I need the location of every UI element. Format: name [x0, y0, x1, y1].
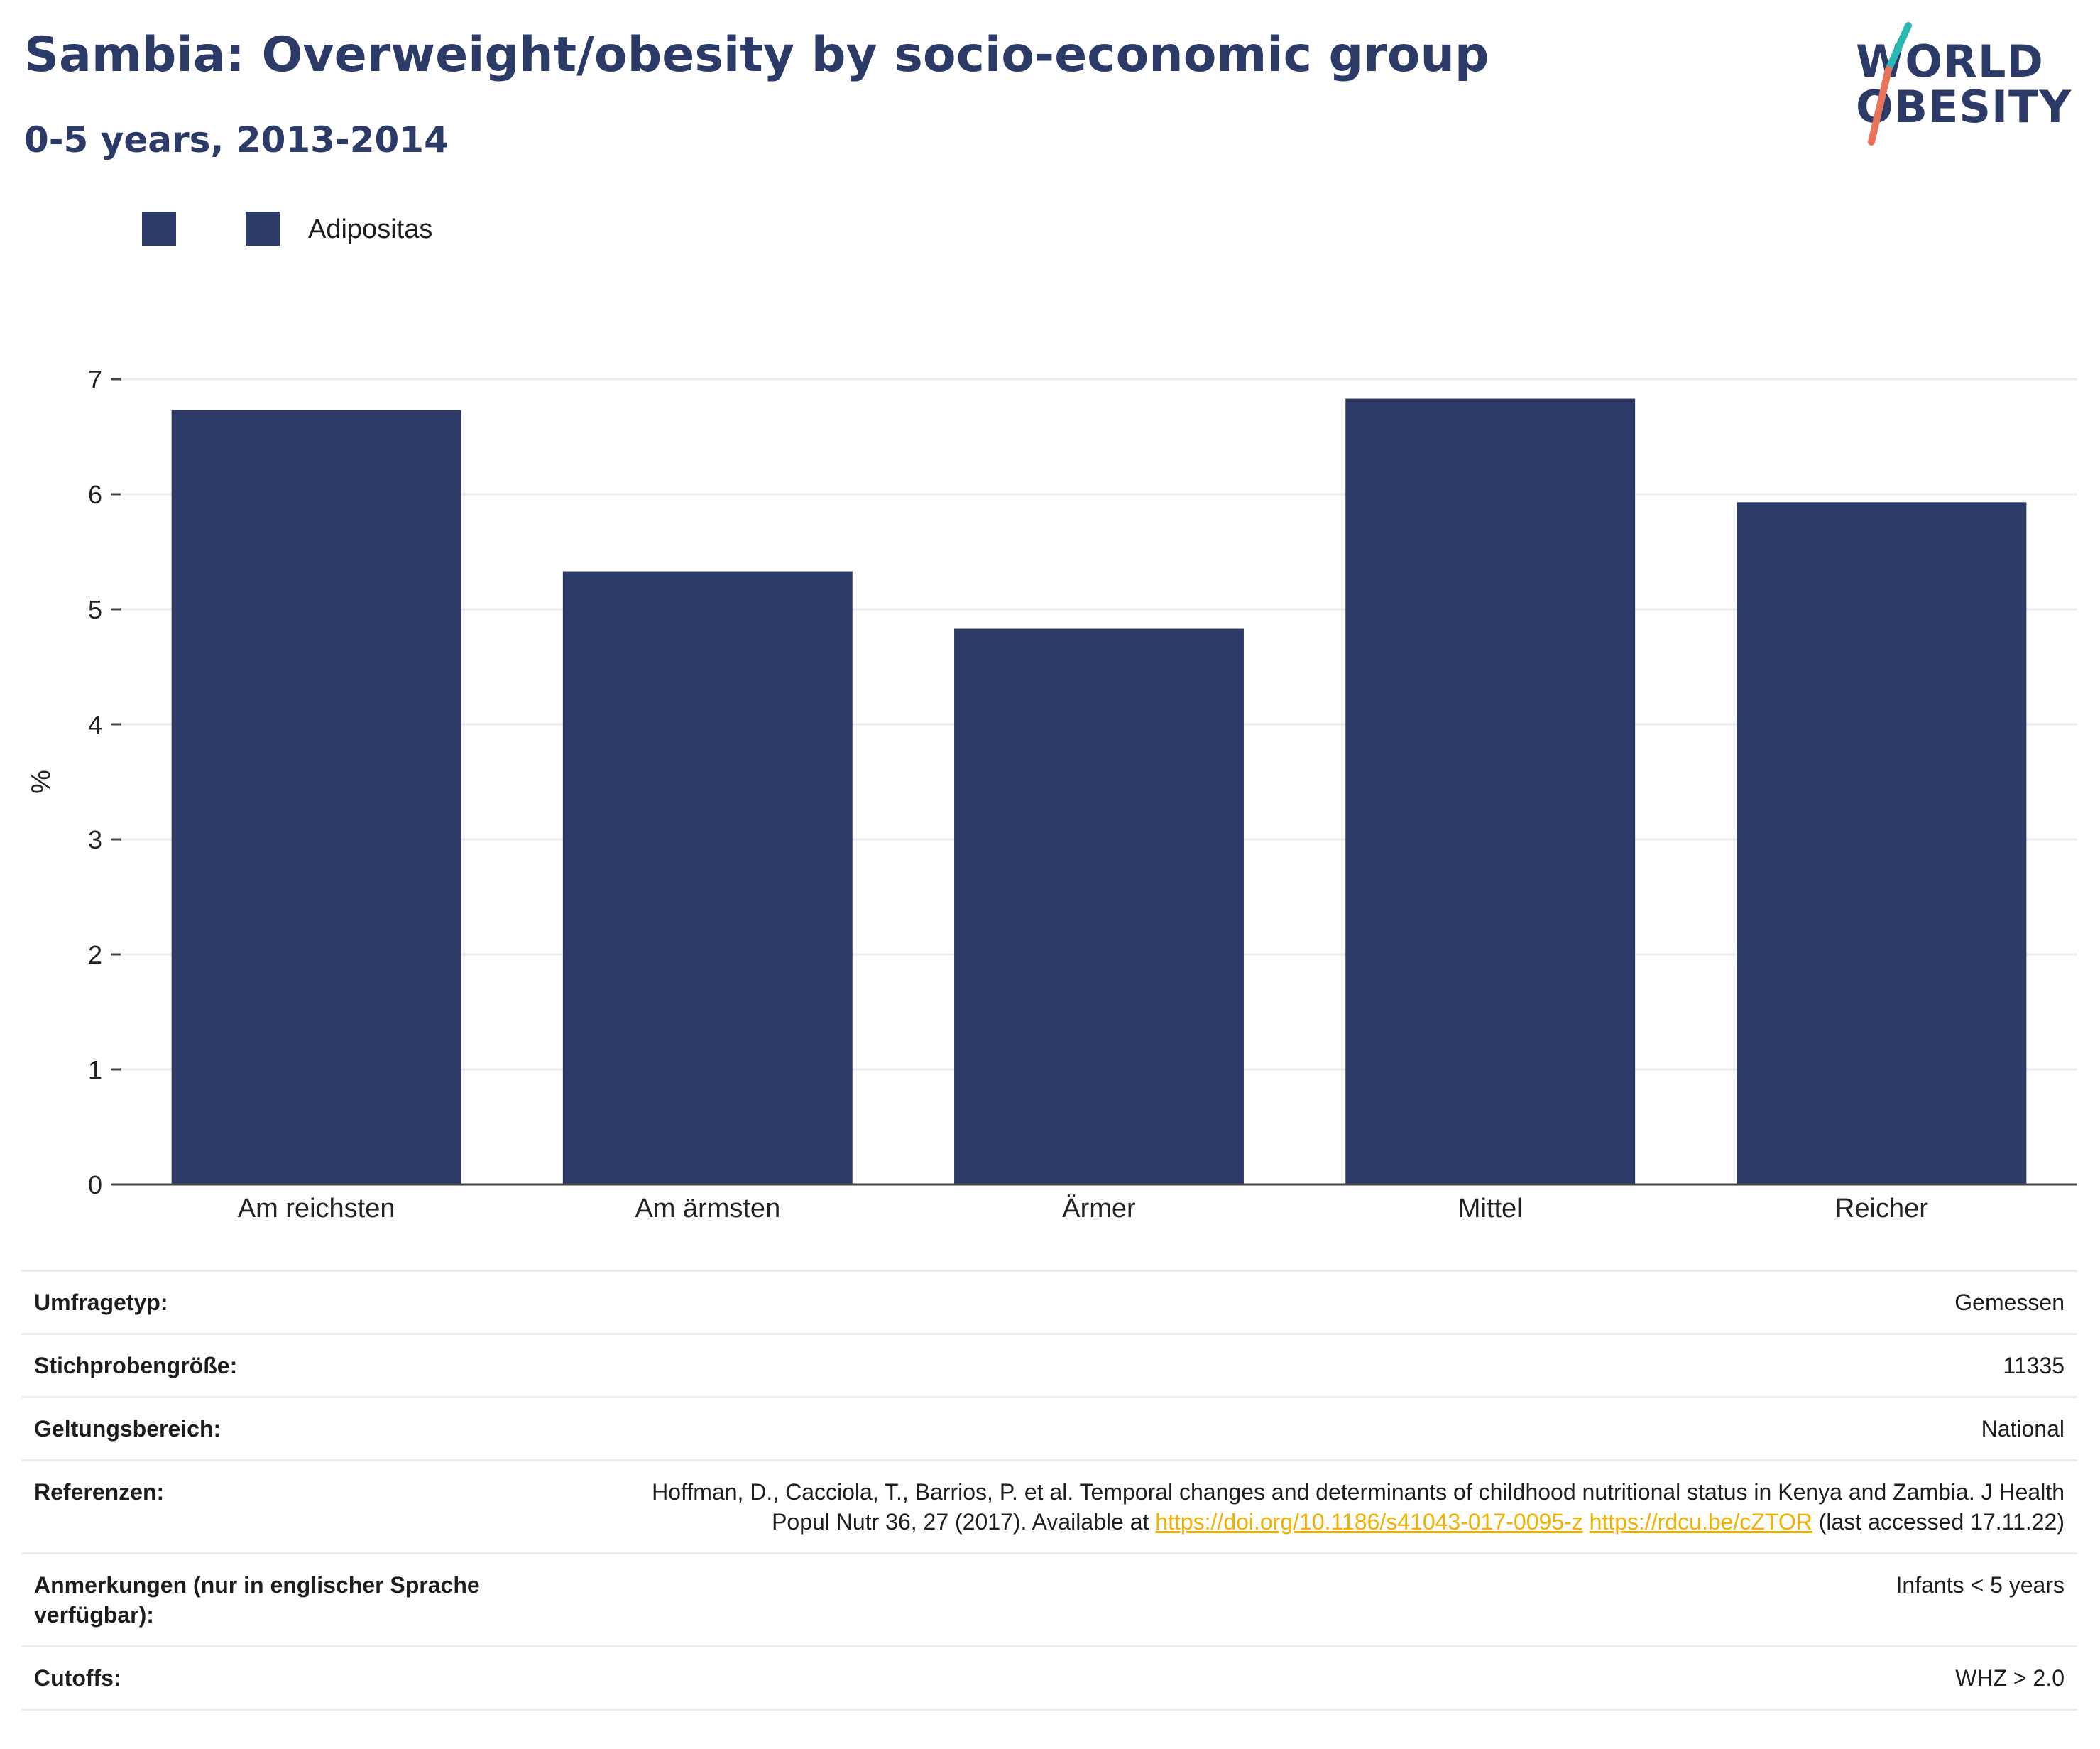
x-tick-label: Ärmer	[1062, 1194, 1136, 1224]
info-row-survey-type: Umfragetyp: Gemessen	[21, 1270, 2077, 1334]
info-row-cutoffs: Cutoffs: WHZ > 2.0	[21, 1645, 2077, 1711]
info-label: Cutoffs:	[21, 1645, 531, 1711]
chart-title: Sambia: Overweight/obesity by socio-econ…	[24, 27, 1489, 83]
y-axis-label: %	[26, 770, 56, 794]
info-label: Referenzen:	[21, 1459, 531, 1554]
info-value: National	[531, 1396, 2077, 1461]
bar-2[interactable]	[954, 628, 1244, 1184]
y-tick-label: 2	[88, 940, 102, 969]
info-row-notes: Anmerkungen (nur in englischer Sprache v…	[21, 1552, 2077, 1647]
bar-4[interactable]	[1737, 502, 2027, 1184]
x-tick-label: Reicher	[1835, 1194, 1928, 1224]
y-tick-label: 3	[88, 825, 102, 854]
chart-subtitle: 0-5 years, 2013-2014	[24, 119, 449, 160]
y-tick-label: 1	[88, 1055, 102, 1084]
world-obesity-logo: WORLD OBESITY	[1846, 20, 2087, 148]
reference-link-doi[interactable]: https://doi.org/10.1186/s41043-017-0095-…	[1155, 1509, 1583, 1535]
x-tick-label: Am reichsten	[238, 1194, 395, 1224]
info-value: Gemessen	[531, 1270, 2077, 1334]
y-tick-label: 4	[88, 710, 102, 739]
x-tick-label: Mittel	[1458, 1194, 1523, 1224]
legend-label-adipositas: Adipositas	[308, 214, 433, 244]
info-row-scope: Geltungsbereich: National	[21, 1396, 2077, 1461]
y-tick-label: 7	[88, 365, 102, 394]
reference-link-rdcu[interactable]: https://rdcu.be/cZTOR	[1589, 1509, 1812, 1535]
info-label: Anmerkungen (nur in englischer Sprache v…	[21, 1552, 531, 1647]
y-tick-label: 6	[88, 480, 102, 509]
bar-1[interactable]	[562, 571, 853, 1184]
reference-text: Hoffman, D., Cacciola, T., Barrios, P. e…	[652, 1479, 2065, 1535]
info-row-sample-size: Stichprobengröße: 11335	[21, 1333, 2077, 1397]
legend-swatch-1[interactable]	[142, 212, 176, 246]
y-tick-label: 5	[88, 595, 102, 624]
bar-chart: 0 1 2 3 4 5 6 7% Am reichsten Am ärmsten Ärmer Mitt…	[26, 365, 2077, 1224]
info-label: Geltungsbereich:	[21, 1396, 531, 1461]
logo-line2: OBESITY	[1856, 81, 2072, 133]
info-value: WHZ > 2.0	[531, 1645, 2077, 1711]
y-tick-label: 0	[88, 1170, 102, 1199]
info-label: Stichprobengröße:	[21, 1333, 531, 1397]
info-value: 11335	[531, 1333, 2077, 1397]
legend-swatch-adipositas[interactable]	[246, 212, 280, 246]
bar-0[interactable]	[171, 410, 461, 1184]
reference-suffix: (last accessed 17.11.22)	[1818, 1509, 2065, 1535]
bar-3[interactable]	[1345, 398, 1636, 1184]
info-value-references: Hoffman, D., Cacciola, T., Barrios, P. e…	[531, 1459, 2077, 1554]
info-value: Infants < 5 years	[531, 1552, 2077, 1647]
logo-slash-icon	[1868, 22, 1912, 146]
info-label: Umfragetyp:	[21, 1270, 531, 1334]
x-tick-label: Am ärmsten	[635, 1194, 780, 1224]
info-row-references: Referenzen: Hoffman, D., Cacciola, T., B…	[21, 1459, 2077, 1554]
info-table: Umfragetyp: Gemessen Stichprobengröße: 1…	[21, 1270, 2077, 1711]
